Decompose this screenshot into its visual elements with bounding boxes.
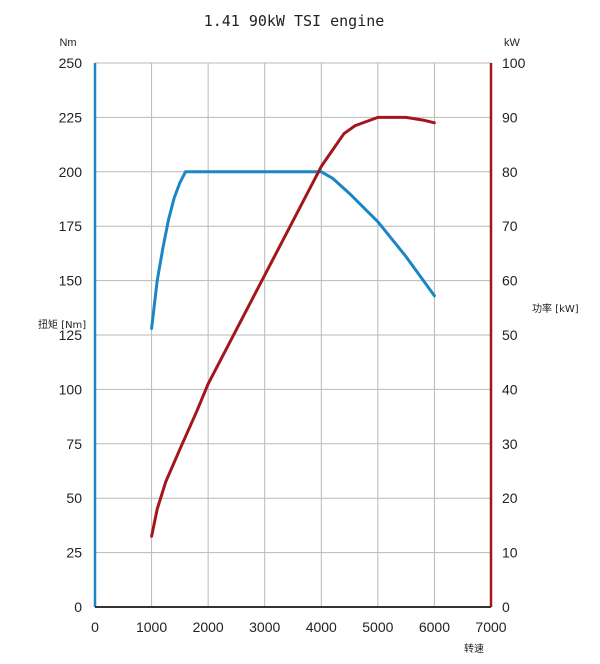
left-tick-label-9: 225 (59, 109, 83, 125)
left-tick-label-4: 100 (59, 381, 83, 397)
x-axis-label: 转速 (464, 642, 484, 655)
left-tick-label-8: 200 (59, 164, 83, 180)
right-tick-label-7: 70 (502, 218, 518, 234)
chart-title: 1.41 90kW TSI engine (204, 12, 385, 30)
x-tick-label-5: 5000 (362, 619, 393, 635)
left-tick-label-0: 0 (74, 599, 82, 615)
series (150, 115, 436, 538)
left-tick-label-1: 25 (66, 545, 82, 561)
left-tick-label-7: 175 (59, 218, 83, 234)
tick-labels: 0 25 50 75 100 125 150 175 200 225 250 0 10 20 30 40 50 6… (59, 55, 526, 635)
x-tick-label-1: 1000 (136, 619, 167, 635)
left-axis-unit: Nm (59, 37, 76, 49)
right-tick-label-0: 0 (502, 599, 510, 615)
x-tick-label-2: 2000 (193, 619, 224, 635)
right-tick-label-1: 10 (502, 545, 518, 561)
right-tick-label-9: 90 (502, 109, 518, 125)
right-tick-label-3: 30 (502, 436, 518, 452)
x-tick-label-4: 4000 (306, 619, 337, 635)
right-axis-unit: kW (504, 37, 521, 49)
x-tick-label-7: 7000 (475, 619, 506, 635)
left-tick-label-5: 125 (59, 327, 83, 343)
x-tick-label-3: 3000 (249, 619, 280, 635)
right-tick-label-6: 60 (502, 273, 518, 289)
left-tick-label-6: 150 (59, 273, 83, 289)
right-tick-label-4: 40 (502, 381, 518, 397)
x-tick-label-6: 6000 (419, 619, 450, 635)
torque-curve (150, 170, 436, 330)
right-tick-label-5: 50 (502, 327, 518, 343)
right-tick-label-2: 20 (502, 490, 518, 506)
left-tick-label-2: 50 (66, 490, 82, 506)
right-tick-label-8: 80 (502, 164, 518, 180)
axes (93, 63, 493, 608)
left-tick-label-10: 250 (59, 55, 83, 71)
x-tick-label-0: 0 (91, 619, 99, 635)
right-axis-label: 功率 [kW] (532, 302, 579, 315)
left-axis-label: 扭矩 [Nm] (38, 318, 86, 331)
left-tick-label-3: 75 (66, 436, 82, 452)
power-curve (150, 115, 436, 538)
right-tick-label-10: 100 (502, 55, 526, 71)
